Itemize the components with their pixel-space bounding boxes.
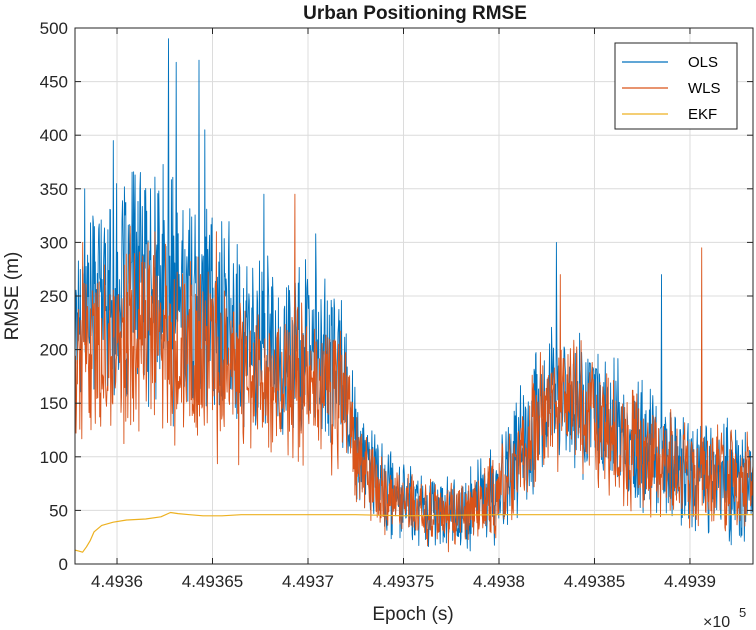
legend-label-ekf: EKF [688, 106, 717, 123]
legend-label-ols: OLS [688, 54, 718, 71]
axis-ticks [75, 27, 753, 565]
y-tick-label: 50 [49, 501, 68, 520]
y-tick-label: 400 [40, 126, 68, 145]
y-tick-label: 450 [40, 73, 68, 92]
x-exponent: ×10 5 [703, 605, 746, 630]
series-layer [75, 38, 753, 553]
y-tick-label: 300 [40, 233, 68, 252]
y-tick-label: 0 [59, 555, 68, 574]
chart-title: Urban Positioning RMSE [303, 3, 527, 24]
x-exponent-power: 5 [739, 605, 746, 620]
series-line-ekf [75, 511, 753, 553]
x-tick-label: 4.4938 [473, 572, 525, 591]
y-tick-label: 250 [40, 287, 68, 306]
y-tick-label: 100 [40, 448, 68, 467]
x-axis-label: Epoch (s) [372, 604, 453, 625]
series-line-wls [75, 193, 753, 553]
x-tick-label: 4.4937 [282, 572, 334, 591]
y-tick-label: 150 [40, 394, 68, 413]
x-tick-label: 4.4939 [664, 572, 716, 591]
y-tick-label: 500 [40, 19, 68, 38]
x-exponent-base: ×10 [703, 614, 730, 630]
tick-labels: 0 50 100 150 200 250 300 350 400 450 500 4.4936 4.49… [40, 19, 716, 591]
y-tick-label: 200 [40, 341, 68, 360]
x-tick-label: 4.49365 [182, 572, 243, 591]
y-axis-label: RMSE (m) [2, 252, 23, 341]
legend: OLS WLS EKF [614, 42, 738, 130]
legend-box [614, 42, 738, 130]
x-tick-label: 4.49375 [373, 572, 434, 591]
y-tick-label: 350 [40, 180, 68, 199]
legend-label-wls: WLS [688, 80, 721, 97]
x-tick-label: 4.49385 [564, 572, 625, 591]
x-tick-label: 4.4936 [91, 572, 143, 591]
